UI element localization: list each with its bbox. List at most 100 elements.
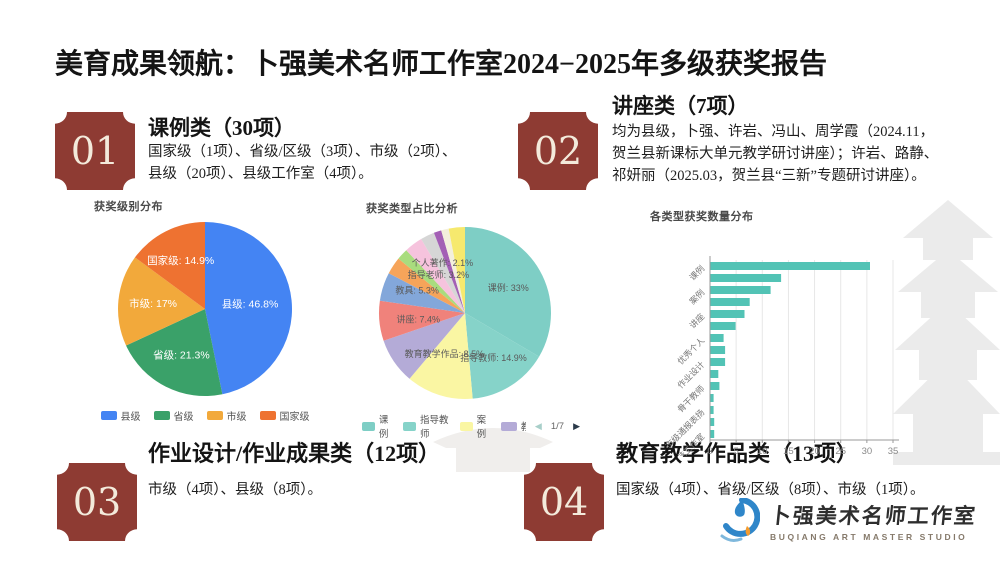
section-03-heading: 作业设计/作业成果类（12项） [148,441,441,466]
award-level-pie: 县级: 46.8% 省级: 21.3% 市级: 17% 国家级: 14.9% [118,222,293,397]
pie-slice [421,232,465,313]
section-04-body: 国家级（4项）、省级/区级（8项）、市级（1项）。 [616,482,925,498]
pie-slice-label: 指导教师: 14.9% [460,352,527,363]
legend-next-icon[interactable]: ▶ [573,420,580,431]
logo-mark-icon [720,498,760,542]
legend-item[interactable]: 国家级 [259,408,310,423]
section-02-heading: 讲座类（7项） [612,94,749,118]
legend-item[interactable]: 市级 [206,408,247,423]
legend-item[interactable]: 案例 [459,412,492,440]
legend-item[interactable]: 课例 [362,412,394,440]
logo-name-cn: 卜强美术名师工作室 [768,504,979,528]
bar [710,358,726,366]
pie-slice [406,239,465,313]
award-level-pie-chart: 获奖级别分布 县级: 46.8% 省级: 21.3% 市级: 17% 国家级: 14.… [80,198,330,423]
badge-shape [57,463,137,541]
x-tick-label: 10 [757,446,768,456]
badge-shape [524,463,604,541]
bar [710,370,719,378]
award-level-legend: 县级 省级 市级 国家级 [80,408,330,423]
x-tick-label: 35 [888,446,899,456]
x-tick-label: 25 [835,446,846,456]
pie-slice [378,300,465,341]
pie-slice-label: 讲座: 7.4% [397,313,441,324]
legend-label: 案例 [476,415,487,440]
legend-prev-icon[interactable]: ◀ [534,420,542,431]
bar [710,322,736,330]
x-tick-label: 20 [809,446,820,456]
y-category-label: 讲座 [687,311,706,330]
bar [710,382,720,390]
x-tick-label: 15 [783,446,794,456]
bar [710,262,870,270]
chart-title: 各类型获奖数量分布 [650,211,754,223]
section-01-heading: 课例类（30项） [148,116,295,140]
pie-slice [388,258,465,313]
legend-swatch [362,421,375,431]
bar [710,274,782,282]
legend-swatch [259,411,276,420]
award-type-pie-chart: 获奖类型占比分析 课例: 33% 指导教师: 14.9% 教育教学作品: 8.5% 讲… [352,200,580,440]
pie-slice-label: 教育教学作品: 8.5% [405,348,485,359]
section-04-badge: 04 [524,463,604,541]
y-category-label: 课例 [687,263,706,282]
award-count-bar-chart: 各类型获奖数量分布 0 5 10 15 20 25 30 35 课例 案例 讲座 优秀个人 作业设计 骨干… [640,208,918,468]
legend-swatch [403,421,417,431]
x-tick-label: 5 [733,446,738,456]
bar [710,310,745,318]
legend-item[interactable]: 指导教师 [403,412,451,440]
page-title: 美育成果领航：卜强美术名师工作室2024−2025年多级获奖报告 [55,49,827,80]
legend-swatch [206,411,223,420]
pie-slice [398,250,465,313]
y-category-label: 优秀个人 [675,335,706,366]
x-tick-label: 30 [862,446,873,456]
bar [710,394,714,402]
legend-label: 课例 [378,415,389,440]
legend-swatch [100,411,117,420]
pie-slice [205,222,293,395]
legend-label: 市级 [226,412,247,423]
legend-item[interactable]: 省级 [153,408,194,423]
legend-label: 指导教师 [420,415,449,440]
bar [710,418,715,426]
pie-slice [118,257,205,346]
chart-title: 获奖级别分布 [94,201,163,213]
pie-slice-label: 市级: 17% [129,297,177,310]
badge-shape [518,112,598,190]
legend-swatch [153,411,170,420]
section-04-heading: 教育教学作品类（13项） [616,441,859,466]
logo-name-en: BUQIANG ART MASTER STUDIO [770,532,968,542]
section-01-body: 国家级（1项）、省级/区级（3项）、市级（2项）、 县级（20项）、县级工作室（… [148,144,457,182]
studio-logo: 卜强美术名师工作室 BUQIANG ART MASTER STUDIO [718,498,979,544]
pie-slice [465,313,540,399]
award-type-pie: 课例: 33% 指导教师: 14.9%教育教学作品: 8.5% 讲座: 7.4% 教具… [378,227,551,400]
badge-shape [55,112,135,190]
bar [710,334,724,342]
pie-slice-label: 课例: 33% [488,282,529,293]
pie-slice [433,230,465,313]
pie-slice [409,313,473,400]
y-category-label: 案例 [687,287,706,306]
legend-item[interactable]: 教育教学作品 [500,419,526,433]
legend-label: 省级 [173,412,194,423]
section-02-body: 均为县级，卜强、许岩、冯山、周学霞（2024.11， 贺兰县新课标大单元教学研讨… [612,124,939,184]
section-number: 02 [533,129,583,173]
pie-slice-label: 省级: 21.3% [153,349,210,362]
chart-title: 获奖类型占比分析 [366,203,458,215]
bar [710,286,771,294]
pie-slice [465,227,551,357]
legend-page-indicator: 1/7 [550,420,565,432]
pie-slice-label: 国家级: 14.9% [147,254,214,267]
legend-swatch [459,421,473,431]
award-count-bars: 0 5 10 15 20 25 30 35课例案例讲座优秀个人作业设计骨干教师市级通报表扬十佳… [663,256,899,468]
pie-slice-label: 指导老师: 3.2% [408,269,470,280]
section-number: 01 [70,129,120,173]
section-01-badge: 01 [55,112,135,190]
legend-label: 国家级 [279,412,310,423]
pie-slice [448,227,465,313]
legend-item[interactable]: 县级 [100,408,141,423]
section-03-body: 市级（4项）、县级（8项）。 [148,482,322,498]
pie-slice [441,228,465,313]
bar [710,406,714,414]
